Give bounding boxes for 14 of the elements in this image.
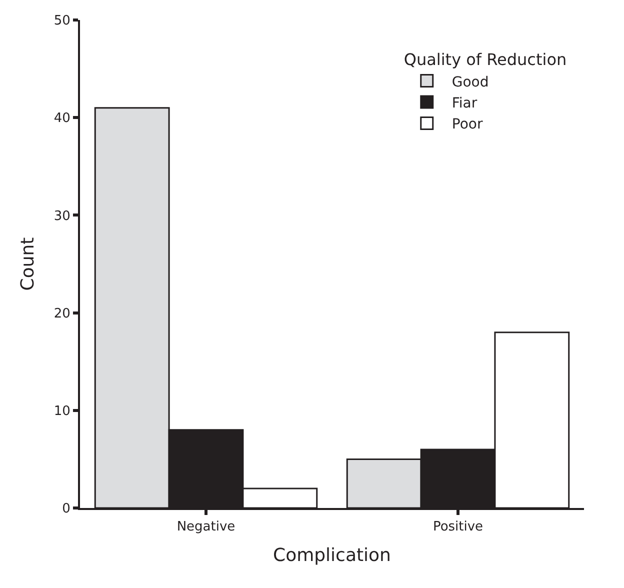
x-axis-title: Complication: [273, 545, 391, 566]
x-tick-label: Positive: [432, 520, 484, 535]
y-tick-label: 50: [54, 14, 70, 29]
y-tick-label: 40: [54, 111, 70, 126]
y-tick-label: 0: [62, 502, 70, 517]
y-tick-label: 30: [54, 208, 70, 224]
y-tick-label: 20: [54, 306, 70, 322]
legend-label: Good: [452, 74, 489, 90]
legend-title: Quality of Reduction: [404, 50, 567, 70]
legend-label: Poor: [452, 116, 483, 133]
legend-label: Fiar: [452, 95, 478, 112]
y-axis-title: Count: [18, 237, 39, 291]
x-tick-label: Negative: [176, 520, 236, 535]
y-tick-label: 10: [54, 404, 70, 419]
